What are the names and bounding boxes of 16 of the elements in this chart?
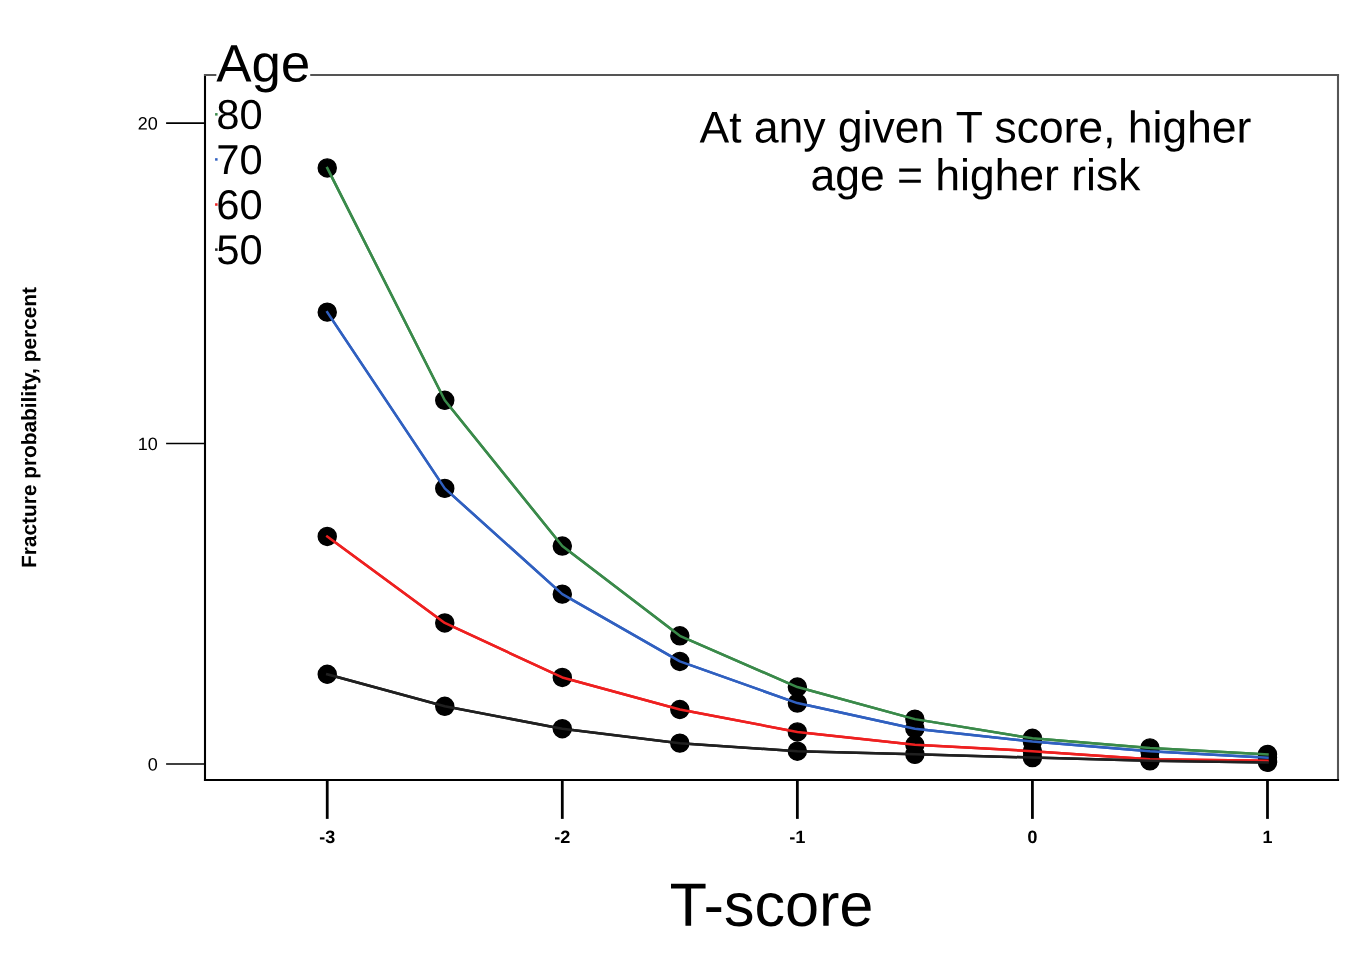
x-tick-label: -3 <box>319 830 335 844</box>
y-axis-title: Fracture probability, percent <box>21 287 41 567</box>
legend-label: 80 <box>218 99 262 130</box>
y-tick-label: 20 <box>138 117 158 130</box>
y-tick-label: 0 <box>148 757 158 771</box>
y-tick-label: 10 <box>139 437 158 451</box>
legend-label: 50 <box>218 235 262 265</box>
annotation: At any given T score, higher age = higher risk <box>699 110 1251 200</box>
x-tick-label: -1 <box>790 830 805 844</box>
x-tick-label: 1 <box>1263 830 1272 844</box>
x-tick-label: 0 <box>1028 830 1037 844</box>
legend-title: Age <box>216 45 308 93</box>
x-tick-label: -2 <box>554 830 570 844</box>
legend-label: 70 <box>218 144 262 175</box>
legend-label: 60 <box>218 190 262 220</box>
x-axis-title: T-score <box>671 883 871 927</box>
